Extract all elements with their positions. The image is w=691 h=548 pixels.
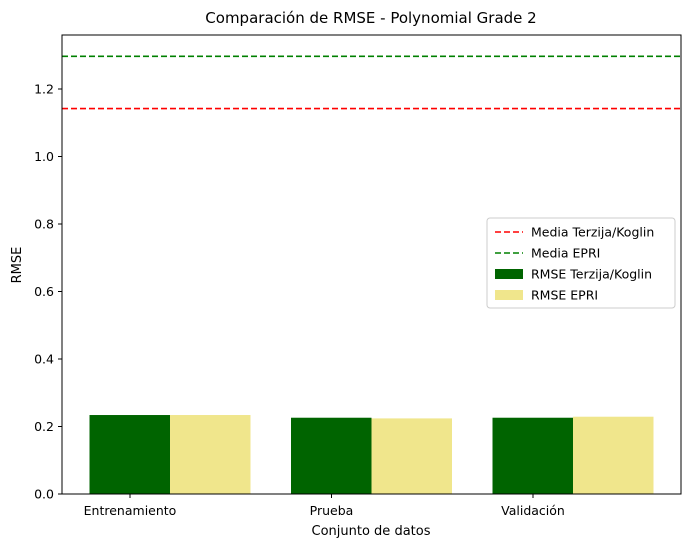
y-tick-label: 1.0 xyxy=(34,149,54,164)
y-tick-label: 0.0 xyxy=(34,487,54,502)
y-tick-label: 0.6 xyxy=(34,284,54,299)
y-tick-label: 1.2 xyxy=(34,82,54,97)
plot-area: 0.0 0.2 0.4 0.6 0.8 1.0 1.2 Entrenamiento Prueba… xyxy=(34,34,682,518)
legend-frame xyxy=(486,217,676,309)
bar-epri-prueba xyxy=(371,418,452,494)
legend-patch-swatch xyxy=(495,269,523,279)
bar-terzija-entrenamiento xyxy=(89,415,170,494)
x-tick-label: Entrenamiento xyxy=(84,503,177,518)
chart-title: Comparación de RMSE - Polynomial Grade 2 xyxy=(205,9,536,27)
bar-terzija-validacion xyxy=(492,417,573,494)
y-axis-label: RMSE xyxy=(10,247,25,284)
bar-epri-entrenamiento xyxy=(170,415,251,494)
legend-entry-label: Media Terzija/Koglin xyxy=(531,225,654,240)
axes-frame xyxy=(61,34,682,495)
legend-entry-label: Media EPRI xyxy=(531,246,600,261)
legend-entry-label: RMSE Terzija/Koglin xyxy=(531,267,652,282)
bar-epri-validacion xyxy=(573,416,654,494)
bar-terzija-prueba xyxy=(291,417,372,494)
x-tick-label: Prueba xyxy=(310,503,354,518)
y-tick-label: 0.4 xyxy=(34,352,54,367)
y-tick-label: 0.8 xyxy=(34,217,54,232)
x-tick-label: Validación xyxy=(501,503,565,518)
legend-entry-label: RMSE EPRI xyxy=(531,288,598,303)
legend-patch-swatch xyxy=(495,290,523,300)
x-axis-label: Conjunto de datos xyxy=(312,524,431,539)
legend: Media Terzija/Koglin Media EPRI RMSE Terzi… xyxy=(486,217,676,309)
y-tick-label: 0.2 xyxy=(34,419,54,434)
